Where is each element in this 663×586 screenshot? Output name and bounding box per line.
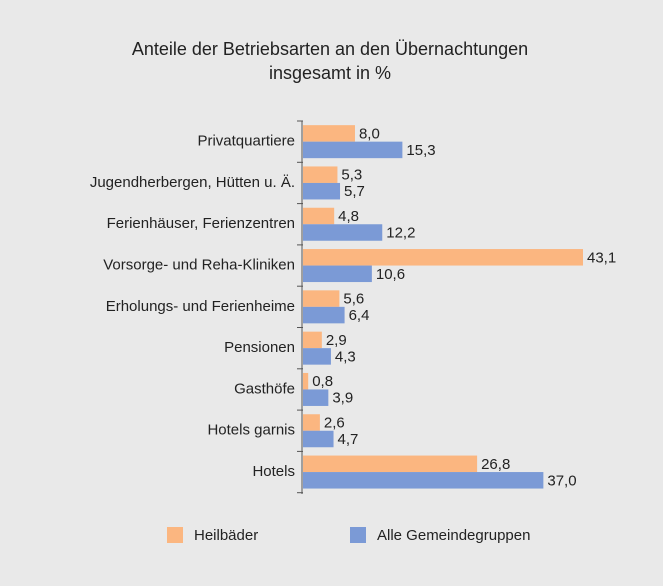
value-label: 2,6: [324, 414, 345, 431]
y-tick-label: Jugendherbergen, Hütten u. Ä.: [90, 174, 295, 191]
bar: [303, 141, 403, 159]
bar: [303, 207, 335, 225]
value-label: 5,7: [344, 183, 365, 200]
bar: [303, 331, 322, 349]
bar: [303, 265, 372, 283]
legend-swatch: [167, 527, 183, 543]
bar: [303, 166, 338, 183]
value-label: 5,3: [341, 167, 362, 184]
y-tick-label: Hotels garnis: [207, 422, 295, 439]
value-label: 4,7: [338, 431, 359, 448]
value-label: 5,6: [343, 291, 364, 308]
bar: [303, 455, 478, 473]
chart-title: insgesamt in %: [269, 63, 391, 83]
y-tick-label: Pensionen: [224, 339, 295, 356]
value-label: 43,1: [587, 249, 616, 266]
bar: [303, 290, 340, 307]
y-tick-label: Gasthöfe: [234, 380, 295, 397]
y-tick-label: Ferienhäuser, Ferienzentren: [107, 215, 295, 232]
bar: [303, 472, 544, 489]
bar: [303, 389, 329, 406]
value-label: 37,0: [547, 472, 576, 489]
value-label: 15,3: [406, 142, 435, 159]
bar: [303, 430, 334, 448]
bar: [303, 414, 320, 431]
value-label: 6,4: [349, 307, 370, 324]
legend-swatch: [350, 527, 366, 543]
value-label: 3,9: [332, 390, 353, 407]
bar: [303, 125, 355, 142]
y-tick-label: Vorsorge- und Reha-Kliniken: [103, 257, 295, 274]
bar: [303, 348, 331, 365]
value-label: 8,0: [359, 125, 380, 142]
y-tick-label: Erholungs- und Ferienheime: [106, 298, 295, 315]
bar: [303, 372, 309, 390]
bar: [303, 182, 341, 200]
bar: [303, 224, 383, 241]
y-tick-label: Privatquartiere: [197, 133, 295, 150]
y-tick-label: Hotels: [252, 463, 295, 480]
value-label: 26,8: [481, 456, 510, 473]
legend-label: Heilbäder: [194, 527, 258, 544]
value-label: 12,2: [386, 224, 415, 241]
value-label: 2,9: [326, 332, 347, 349]
bar: [303, 249, 583, 266]
value-label: 4,8: [338, 208, 359, 225]
value-label: 10,6: [376, 266, 405, 283]
bar: [303, 306, 345, 324]
value-label: 0,8: [312, 373, 333, 390]
value-label: 4,3: [335, 348, 356, 365]
chart-title: Anteile der Betriebsarten an den Übernac…: [132, 39, 528, 59]
legend-label: Alle Gemeindegruppen: [377, 527, 530, 544]
